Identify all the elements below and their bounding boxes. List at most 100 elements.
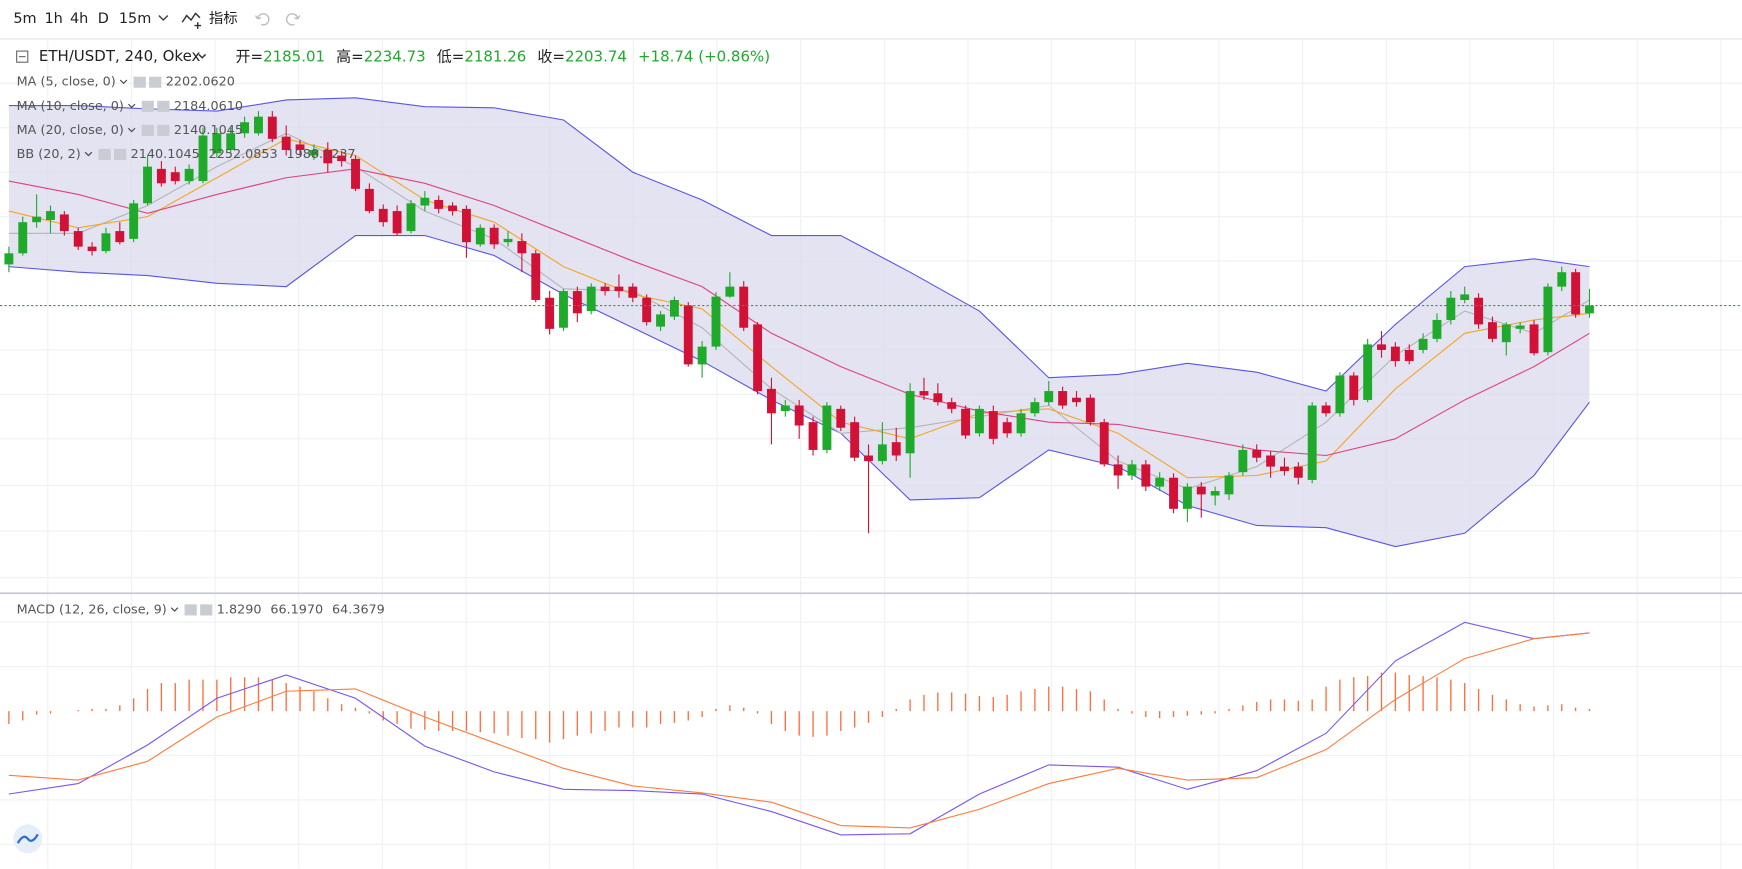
indicator-line: [8, 138, 1590, 479]
indicator-name[interactable]: MA (5, close, 0): [17, 75, 116, 90]
indicator-dropdown[interactable]: [127, 103, 136, 109]
indicator-dropdown[interactable]: [84, 151, 93, 157]
candle-body: [1501, 324, 1511, 343]
candle-body: [1543, 286, 1553, 353]
candle-body: [1002, 422, 1012, 434]
band-line: [8, 234, 1590, 548]
candle-body: [517, 241, 527, 254]
candle-body: [572, 291, 582, 314]
interval-button[interactable]: 4h: [70, 11, 88, 27]
candle-body: [725, 286, 735, 297]
quote-label: 收=: [537, 47, 565, 65]
candle-body: [503, 238, 513, 243]
candle-body: [656, 314, 665, 327]
visibility-toggle[interactable]: [184, 604, 197, 616]
candle-body: [1585, 305, 1594, 314]
candle-body: [1474, 297, 1484, 325]
candle-body: [836, 408, 846, 428]
interval-button[interactable]: D: [98, 11, 109, 27]
candle-body: [1349, 375, 1359, 400]
candle-body: [877, 444, 887, 462]
quote-label: 高=: [336, 47, 364, 65]
redo[interactable]: [285, 13, 301, 26]
candle-body: [1571, 272, 1581, 315]
interval-dropdown[interactable]: [158, 15, 169, 22]
candle-body: [1487, 322, 1497, 339]
candle-body: [198, 135, 208, 182]
candle-body: [614, 286, 624, 292]
candle-body: [1252, 449, 1262, 458]
candle-body: [212, 133, 222, 154]
candle-body: [4, 253, 14, 265]
visibility-toggle[interactable]: [141, 124, 154, 136]
candle-body: [129, 203, 139, 239]
candle-body: [739, 286, 749, 328]
candle-body: [1085, 397, 1095, 423]
indicator-icon[interactable]: [181, 12, 202, 29]
candle-body: [628, 286, 638, 298]
indicators-button[interactable]: 指标: [209, 10, 238, 27]
band-fill: [8, 97, 1590, 547]
candle-body: [184, 168, 194, 182]
indicator-name[interactable]: MA (10, close, 0): [17, 99, 124, 114]
candle-body: [974, 408, 984, 434]
candle-body: [420, 197, 430, 206]
candle-body: [18, 222, 28, 254]
toolbar: 5m 1h 4h D 15m 指标: [13, 10, 301, 29]
candle-body: [1363, 344, 1373, 400]
symbol-dropdown[interactable]: [198, 53, 207, 59]
symbol[interactable]: ETH/USDT, 240, Okex: [39, 47, 201, 65]
remove-button[interactable]: [200, 604, 213, 616]
indicator-name[interactable]: MACD (12, 26, close, 9): [17, 602, 167, 617]
collapse-button[interactable]: [16, 50, 29, 63]
candle-body: [87, 246, 97, 252]
legend: MA (5, close, 0) 2202.0620 MA (10, close, …: [17, 75, 385, 618]
candle-body: [1127, 464, 1137, 476]
plot: [0, 97, 1742, 836]
candle-body: [1404, 349, 1414, 362]
candle-body: [780, 405, 790, 412]
candle-body: [669, 299, 679, 317]
candle-body: [767, 388, 776, 414]
candle-body: [1238, 449, 1248, 473]
indicator-value: 2184.0610: [174, 99, 243, 114]
candle-body: [1182, 486, 1192, 509]
remove-button[interactable]: [149, 76, 162, 88]
undo[interactable]: [254, 13, 270, 26]
indicator-value: 66.1970: [270, 602, 323, 617]
remove-button[interactable]: [157, 124, 170, 136]
visibility-toggle[interactable]: [133, 76, 146, 88]
indicator-value: 64.3679: [332, 602, 385, 617]
candle-body: [254, 116, 263, 134]
indicator-dropdown[interactable]: [127, 127, 136, 133]
visibility-toggle[interactable]: [98, 148, 111, 160]
candle-body: [226, 133, 236, 150]
indicator-dropdown[interactable]: [170, 607, 179, 612]
candle-body: [309, 149, 319, 156]
remove-button[interactable]: [157, 100, 170, 112]
indicator-dropdown[interactable]: [119, 79, 128, 85]
interval-button[interactable]: 5m: [13, 11, 36, 27]
candle-body: [1293, 466, 1303, 478]
quote-value: 2234.73: [364, 47, 426, 65]
logo-wave: [16, 833, 39, 844]
interval-more[interactable]: 15m: [119, 11, 151, 27]
indicator-name[interactable]: MA (20, close, 0): [17, 123, 124, 138]
candle-body: [905, 391, 915, 454]
interval-button[interactable]: 1h: [44, 11, 62, 27]
candle-body: [808, 422, 818, 450]
logo: [13, 824, 43, 854]
visibility-toggle[interactable]: [141, 100, 154, 112]
candle-body: [1390, 346, 1400, 362]
candle-body: [115, 231, 125, 243]
candle-body: [267, 116, 277, 139]
candle-body: [1099, 422, 1109, 465]
candle-body: [1335, 375, 1345, 414]
indicator-name[interactable]: BB (20, 2): [17, 147, 81, 162]
candle-body: [586, 286, 596, 312]
indicator-value: 1988.1237: [287, 147, 356, 162]
candle-body: [697, 346, 707, 365]
candle-body: [1460, 294, 1470, 300]
candle-body: [1141, 464, 1151, 487]
remove-button[interactable]: [114, 148, 127, 160]
